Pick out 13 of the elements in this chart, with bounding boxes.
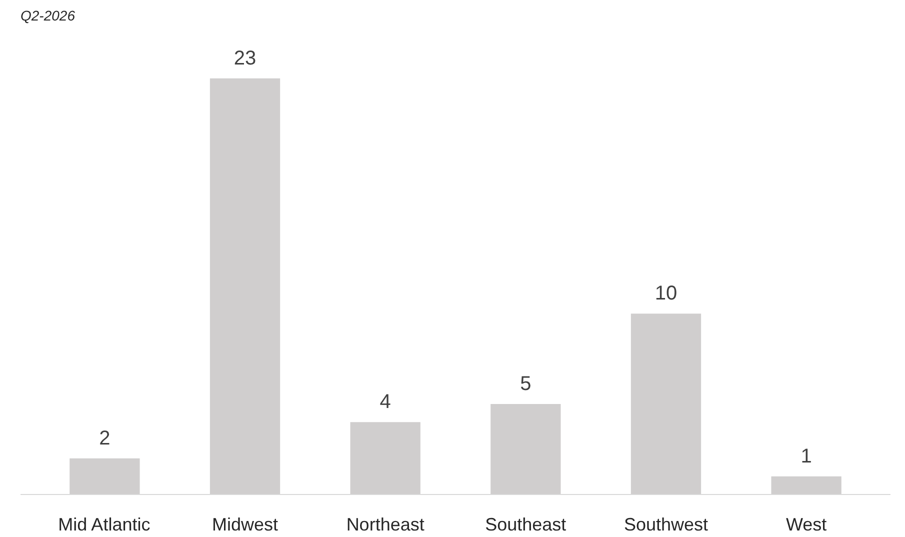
x-tick-label: Southwest xyxy=(624,514,708,534)
x-tick-label: West xyxy=(786,514,827,534)
x-tick-label: Northeast xyxy=(346,514,424,534)
data-label: 23 xyxy=(234,47,256,70)
x-tick-label: Southeast xyxy=(485,514,566,534)
data-label: 2 xyxy=(99,427,110,450)
chart-subtitle: Q2-2026 xyxy=(20,8,76,24)
x-tick-label: Midwest xyxy=(212,514,278,534)
data-label: 10 xyxy=(654,282,678,305)
data-label: 1 xyxy=(800,445,812,468)
data-label: 5 xyxy=(520,373,532,396)
x-tick-label: Mid Atlantic xyxy=(58,514,150,534)
data-label: 4 xyxy=(380,391,391,414)
